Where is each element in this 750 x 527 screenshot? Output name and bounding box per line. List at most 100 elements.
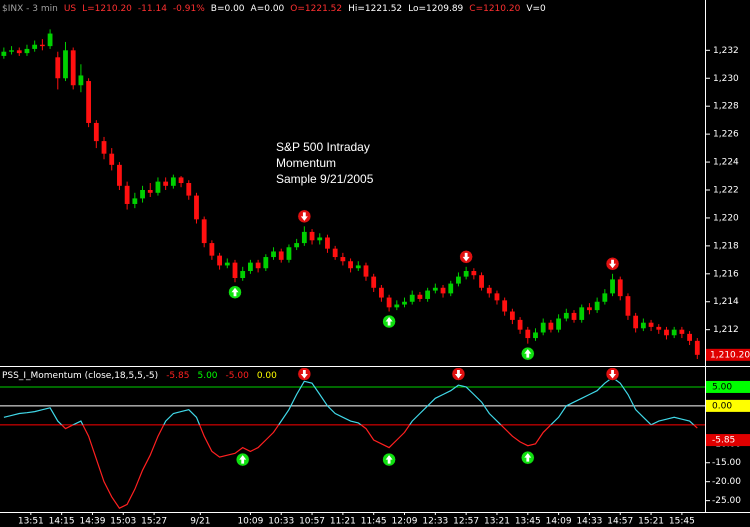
candle-body: [687, 333, 692, 341]
candle-body: [486, 287, 492, 294]
candle-body: [55, 57, 61, 79]
x-tick-label: 13:51: [18, 517, 44, 527]
y-tick-label: 1,218: [713, 241, 739, 251]
candle-body: [209, 243, 215, 256]
momentum-panel: [0, 368, 705, 509]
line-below: [60, 424, 698, 509]
candle-body: [248, 262, 253, 272]
x-tick-label: 13:45: [515, 517, 541, 527]
level-label: 0.00: [257, 371, 277, 381]
arrow-glyph: [609, 370, 617, 379]
candle-body: [340, 257, 346, 262]
arrow-glyph: [524, 453, 532, 462]
candle-body: [355, 265, 361, 269]
candle-body: [594, 301, 600, 311]
last-price-box: [706, 348, 750, 361]
level-box: [706, 380, 750, 393]
candle-body: [39, 44, 45, 47]
candle-body: [263, 257, 269, 269]
annotation: Momentum: [276, 156, 336, 170]
candle-body: [224, 262, 230, 266]
annotation: Sample 9/21/2005: [276, 172, 374, 186]
candle-body: [440, 287, 446, 294]
arrow-glyph: [231, 287, 239, 297]
candle-body: [325, 237, 330, 249]
candle-body: [16, 50, 22, 54]
candle-body: [425, 290, 431, 299]
y-tick-label: 1,232: [713, 46, 739, 56]
candle-body: [640, 322, 646, 329]
indicator-header: PSS_I_Momentum (close,18,5,5,-5) -5.85 5.0…: [2, 371, 277, 381]
arrow-glyph: [454, 370, 462, 379]
x-tick-label: 10:09: [237, 517, 263, 527]
level-label: 5.00: [197, 371, 217, 381]
header-item: US: [64, 4, 77, 14]
momentum-line: [60, 424, 698, 509]
candle-body: [47, 33, 53, 47]
candle-body: [332, 248, 338, 258]
candle-body: [109, 153, 115, 165]
candle-body: [587, 307, 592, 311]
candle-body: [386, 297, 392, 308]
x-tick-label: 15:21: [638, 517, 664, 527]
y-tick-label: 1,222: [713, 186, 739, 196]
candle-body: [194, 195, 199, 220]
header-item: -11.14: [138, 4, 167, 14]
candle-body: [656, 326, 662, 330]
candle-body: [648, 322, 654, 327]
candle-body: [294, 243, 300, 248]
candle-body: [24, 48, 30, 54]
candle-body: [309, 231, 315, 241]
x-tick-label: 12:09: [392, 517, 418, 527]
header-item: V=0: [526, 4, 546, 14]
price-header: $INX - 3 min US L=1210.20 -11.14 -0.91% B=0.0…: [2, 4, 546, 14]
candle-body: [633, 315, 639, 329]
candle-body: [140, 190, 145, 199]
y-tick-label: 1,226: [713, 130, 739, 140]
indicator-name: PSS_I_Momentum (close,18,5,5,-5): [2, 371, 158, 381]
momentum-line: [3, 376, 695, 425]
candle-body: [101, 141, 107, 154]
arrow-glyph: [239, 455, 247, 464]
x-tick-label: 14:33: [576, 517, 602, 527]
header-item: L=1210.20: [82, 4, 132, 14]
price-panel: [1, 29, 700, 360]
y-tick-label: 1,220: [713, 213, 739, 223]
y-tick-label: -25.00: [712, 496, 741, 506]
header-item: Lo=1209.89: [408, 4, 463, 14]
candle-body: [432, 287, 438, 291]
x-tick-label: 15:03: [110, 517, 136, 527]
arrow-glyph: [385, 455, 393, 464]
candle-body: [556, 318, 562, 330]
sell-arrow: [297, 368, 312, 381]
candle-body: [617, 279, 623, 297]
sell-arrow: [605, 368, 620, 381]
candle-body: [132, 198, 138, 204]
buy-arrow: [235, 452, 250, 467]
candle-body: [456, 276, 461, 284]
y-tick-label: -20.00: [712, 477, 741, 487]
candle-body: [147, 190, 153, 193]
candle-body: [124, 185, 130, 204]
y-tick-label: 1,212: [713, 325, 739, 335]
buy-arrow: [382, 452, 396, 467]
level-label: -5.00: [226, 371, 250, 381]
buy-arrow: [228, 285, 242, 299]
candle-body: [186, 183, 192, 196]
candle-body: [378, 287, 384, 298]
buy-arrow: [382, 314, 396, 329]
candle-body: [217, 255, 222, 266]
candle-body: [1, 51, 7, 56]
candle-body: [278, 251, 284, 260]
x-tick-label: 12:57: [453, 517, 479, 527]
candle-body: [394, 304, 400, 308]
candle-body: [664, 329, 669, 336]
candle-body: [271, 251, 276, 258]
candle-body: [602, 293, 608, 302]
x-tick-label: 14:39: [79, 517, 105, 527]
candle-body: [671, 329, 677, 336]
candle-body: [679, 329, 685, 334]
